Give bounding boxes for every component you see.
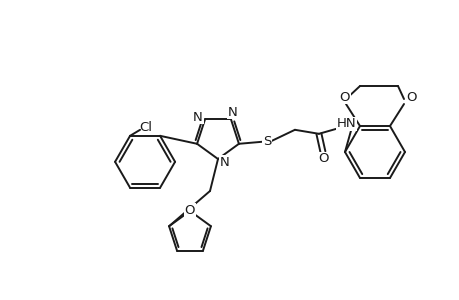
- Text: O: O: [318, 152, 329, 165]
- Text: S: S: [262, 135, 270, 148]
- Text: N: N: [228, 106, 237, 119]
- Text: HN: HN: [336, 117, 356, 130]
- Text: Cl: Cl: [139, 121, 152, 134]
- Text: O: O: [185, 203, 195, 217]
- Text: N: N: [193, 111, 202, 124]
- Text: O: O: [406, 91, 416, 103]
- Text: O: O: [339, 91, 349, 103]
- Text: N: N: [220, 155, 230, 169]
